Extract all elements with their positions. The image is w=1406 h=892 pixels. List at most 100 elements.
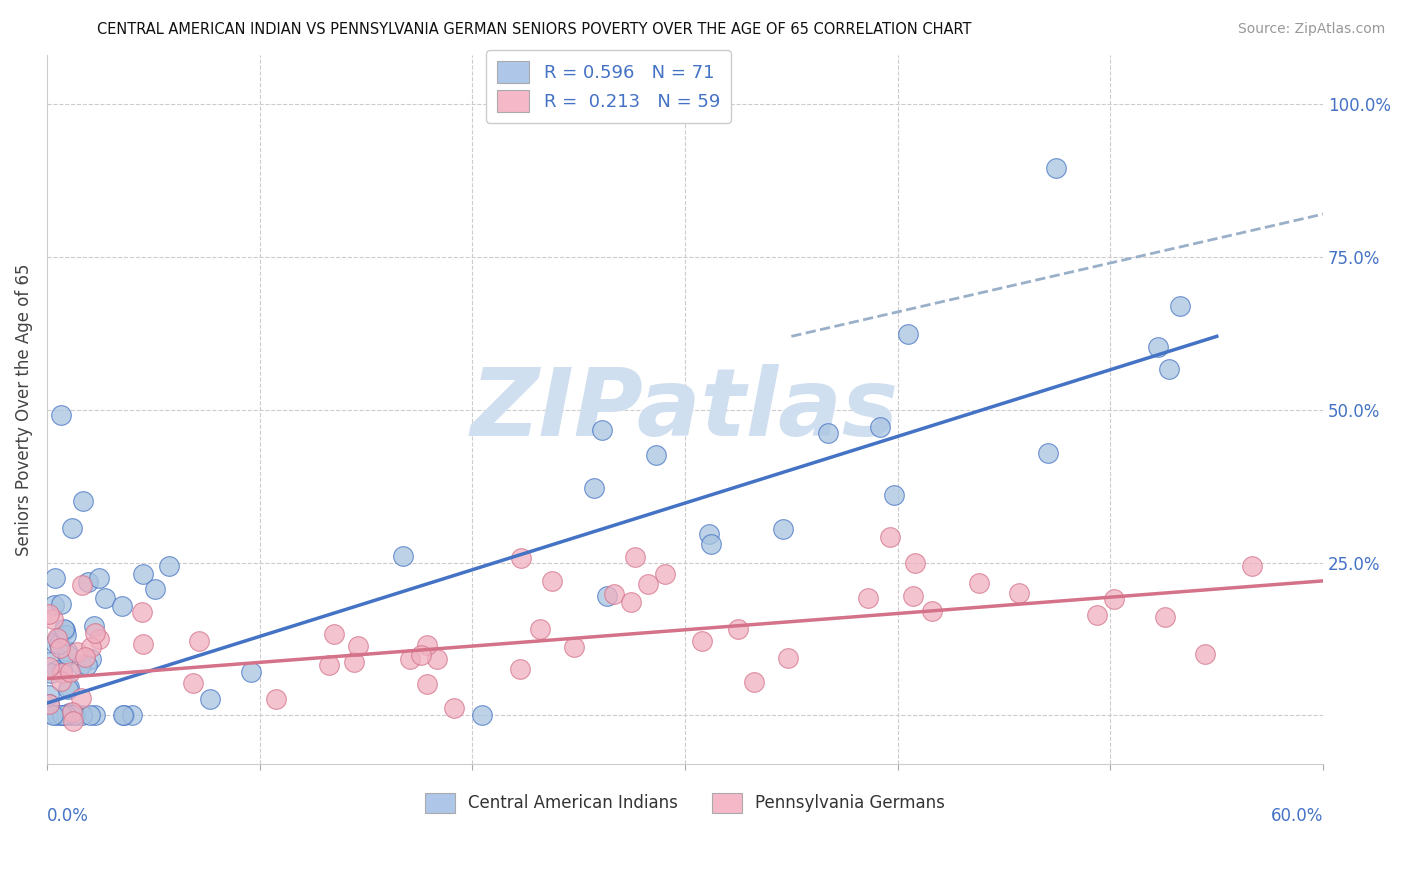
Point xyxy=(654,567,676,582)
Point xyxy=(56,644,79,658)
Point xyxy=(392,549,415,563)
Point xyxy=(38,655,60,669)
Point xyxy=(51,665,73,679)
Point xyxy=(38,688,60,702)
Point xyxy=(318,658,340,673)
Point xyxy=(817,425,839,440)
Point xyxy=(426,652,449,666)
Point xyxy=(1240,559,1263,574)
Point xyxy=(70,691,93,706)
Point xyxy=(1038,446,1060,460)
Point xyxy=(80,640,103,654)
Text: CENTRAL AMERICAN INDIAN VS PENNSYLVANIA GERMAN SENIORS POVERTY OVER THE AGE OF 6: CENTRAL AMERICAN INDIAN VS PENNSYLVANIA … xyxy=(97,22,972,37)
Point xyxy=(240,665,263,680)
Point xyxy=(41,611,63,625)
Point xyxy=(46,708,69,723)
Point xyxy=(70,657,93,672)
Point xyxy=(51,666,73,681)
Text: 0.0%: 0.0% xyxy=(46,807,89,825)
Point xyxy=(409,648,432,662)
Point xyxy=(443,701,465,715)
Point xyxy=(79,708,101,723)
Point xyxy=(1008,586,1031,600)
Point xyxy=(121,708,143,723)
Point xyxy=(869,420,891,434)
Point xyxy=(921,604,943,618)
Point xyxy=(70,708,93,723)
Point xyxy=(112,708,135,723)
Point xyxy=(38,706,60,720)
Point xyxy=(84,708,107,723)
Point xyxy=(1104,592,1126,607)
Point xyxy=(48,637,70,651)
Point xyxy=(70,577,93,591)
Point xyxy=(44,636,66,650)
Point xyxy=(637,577,659,591)
Point xyxy=(131,567,153,582)
Point xyxy=(742,674,765,689)
Point xyxy=(44,598,66,612)
Point xyxy=(55,708,77,723)
Point xyxy=(51,708,73,723)
Point xyxy=(87,571,110,585)
Point xyxy=(879,530,901,544)
Point xyxy=(60,520,83,534)
Point xyxy=(60,706,83,720)
Point xyxy=(83,625,105,640)
Point xyxy=(776,651,799,665)
Point xyxy=(62,714,84,728)
Point xyxy=(856,591,879,605)
Point xyxy=(509,662,531,676)
Point xyxy=(323,627,346,641)
Point xyxy=(416,677,439,691)
Point xyxy=(80,652,103,666)
Point xyxy=(66,645,89,659)
Point xyxy=(83,619,105,633)
Point xyxy=(89,632,111,646)
Point xyxy=(65,708,87,723)
Point xyxy=(48,640,70,655)
Point xyxy=(94,591,117,606)
Point xyxy=(471,708,494,723)
Point xyxy=(188,634,211,648)
Point xyxy=(700,536,723,550)
Point xyxy=(51,708,73,723)
Point xyxy=(266,692,288,706)
Point xyxy=(904,556,927,570)
Point xyxy=(42,708,65,723)
Point xyxy=(596,589,619,603)
Point xyxy=(38,660,60,674)
Point xyxy=(58,682,80,697)
Point xyxy=(1045,161,1067,176)
Point xyxy=(883,488,905,502)
Point xyxy=(55,627,77,641)
Point xyxy=(591,423,613,437)
Point xyxy=(727,622,749,636)
Point xyxy=(1168,299,1191,313)
Point xyxy=(623,549,645,564)
Text: ZIPatlas: ZIPatlas xyxy=(471,364,898,456)
Point xyxy=(72,494,94,508)
Point xyxy=(52,622,75,636)
Point xyxy=(131,605,153,619)
Point xyxy=(45,663,67,677)
Point xyxy=(540,574,562,588)
Legend: Central American Indians, Pennsylvania Germans: Central American Indians, Pennsylvania G… xyxy=(419,786,952,820)
Point xyxy=(620,595,643,609)
Point xyxy=(51,597,73,611)
Point xyxy=(1085,608,1108,623)
Point xyxy=(772,522,794,536)
Point xyxy=(1147,340,1170,354)
Point xyxy=(49,408,72,422)
Point xyxy=(38,607,60,621)
Point xyxy=(111,599,134,614)
Point xyxy=(73,650,96,665)
Point xyxy=(967,576,990,591)
Point xyxy=(76,657,98,672)
Point xyxy=(416,638,439,652)
Point xyxy=(690,633,713,648)
Point xyxy=(63,708,86,723)
Point xyxy=(60,706,83,720)
Point xyxy=(59,665,82,679)
Point xyxy=(183,676,205,690)
